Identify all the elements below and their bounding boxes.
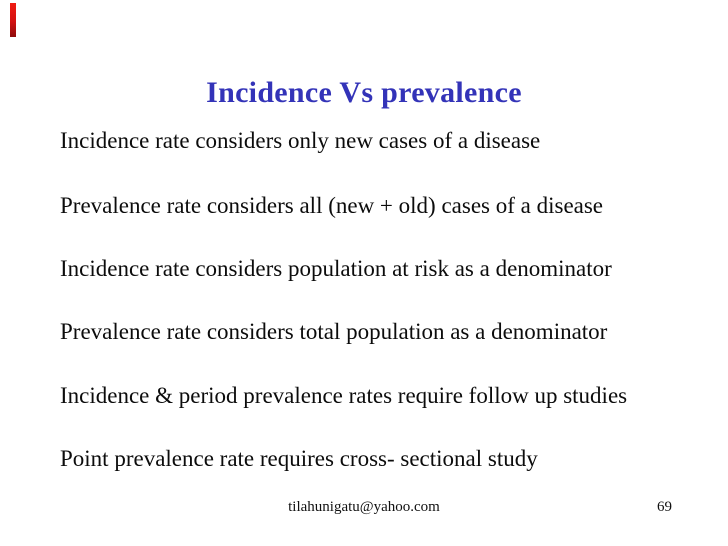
red-accent-bar	[10, 3, 16, 37]
page-number: 69	[657, 499, 672, 515]
slide-title: Incidence Vs prevalence	[206, 76, 522, 109]
footer-email: tilahunigatu@yahoo.com	[288, 499, 440, 515]
body-line-4: Prevalence rate considers total populati…	[60, 319, 608, 344]
body-line-6: Point prevalence rate requires cross- se…	[60, 446, 538, 471]
body-line-2: Prevalence rate considers all (new + old…	[60, 193, 604, 218]
body-line-3: Incidence rate considers population at r…	[60, 256, 612, 281]
body-line-1: Incidence rate considers only new cases …	[60, 128, 541, 153]
body-line-5: Incidence & period prevalence rates requ…	[60, 383, 628, 408]
